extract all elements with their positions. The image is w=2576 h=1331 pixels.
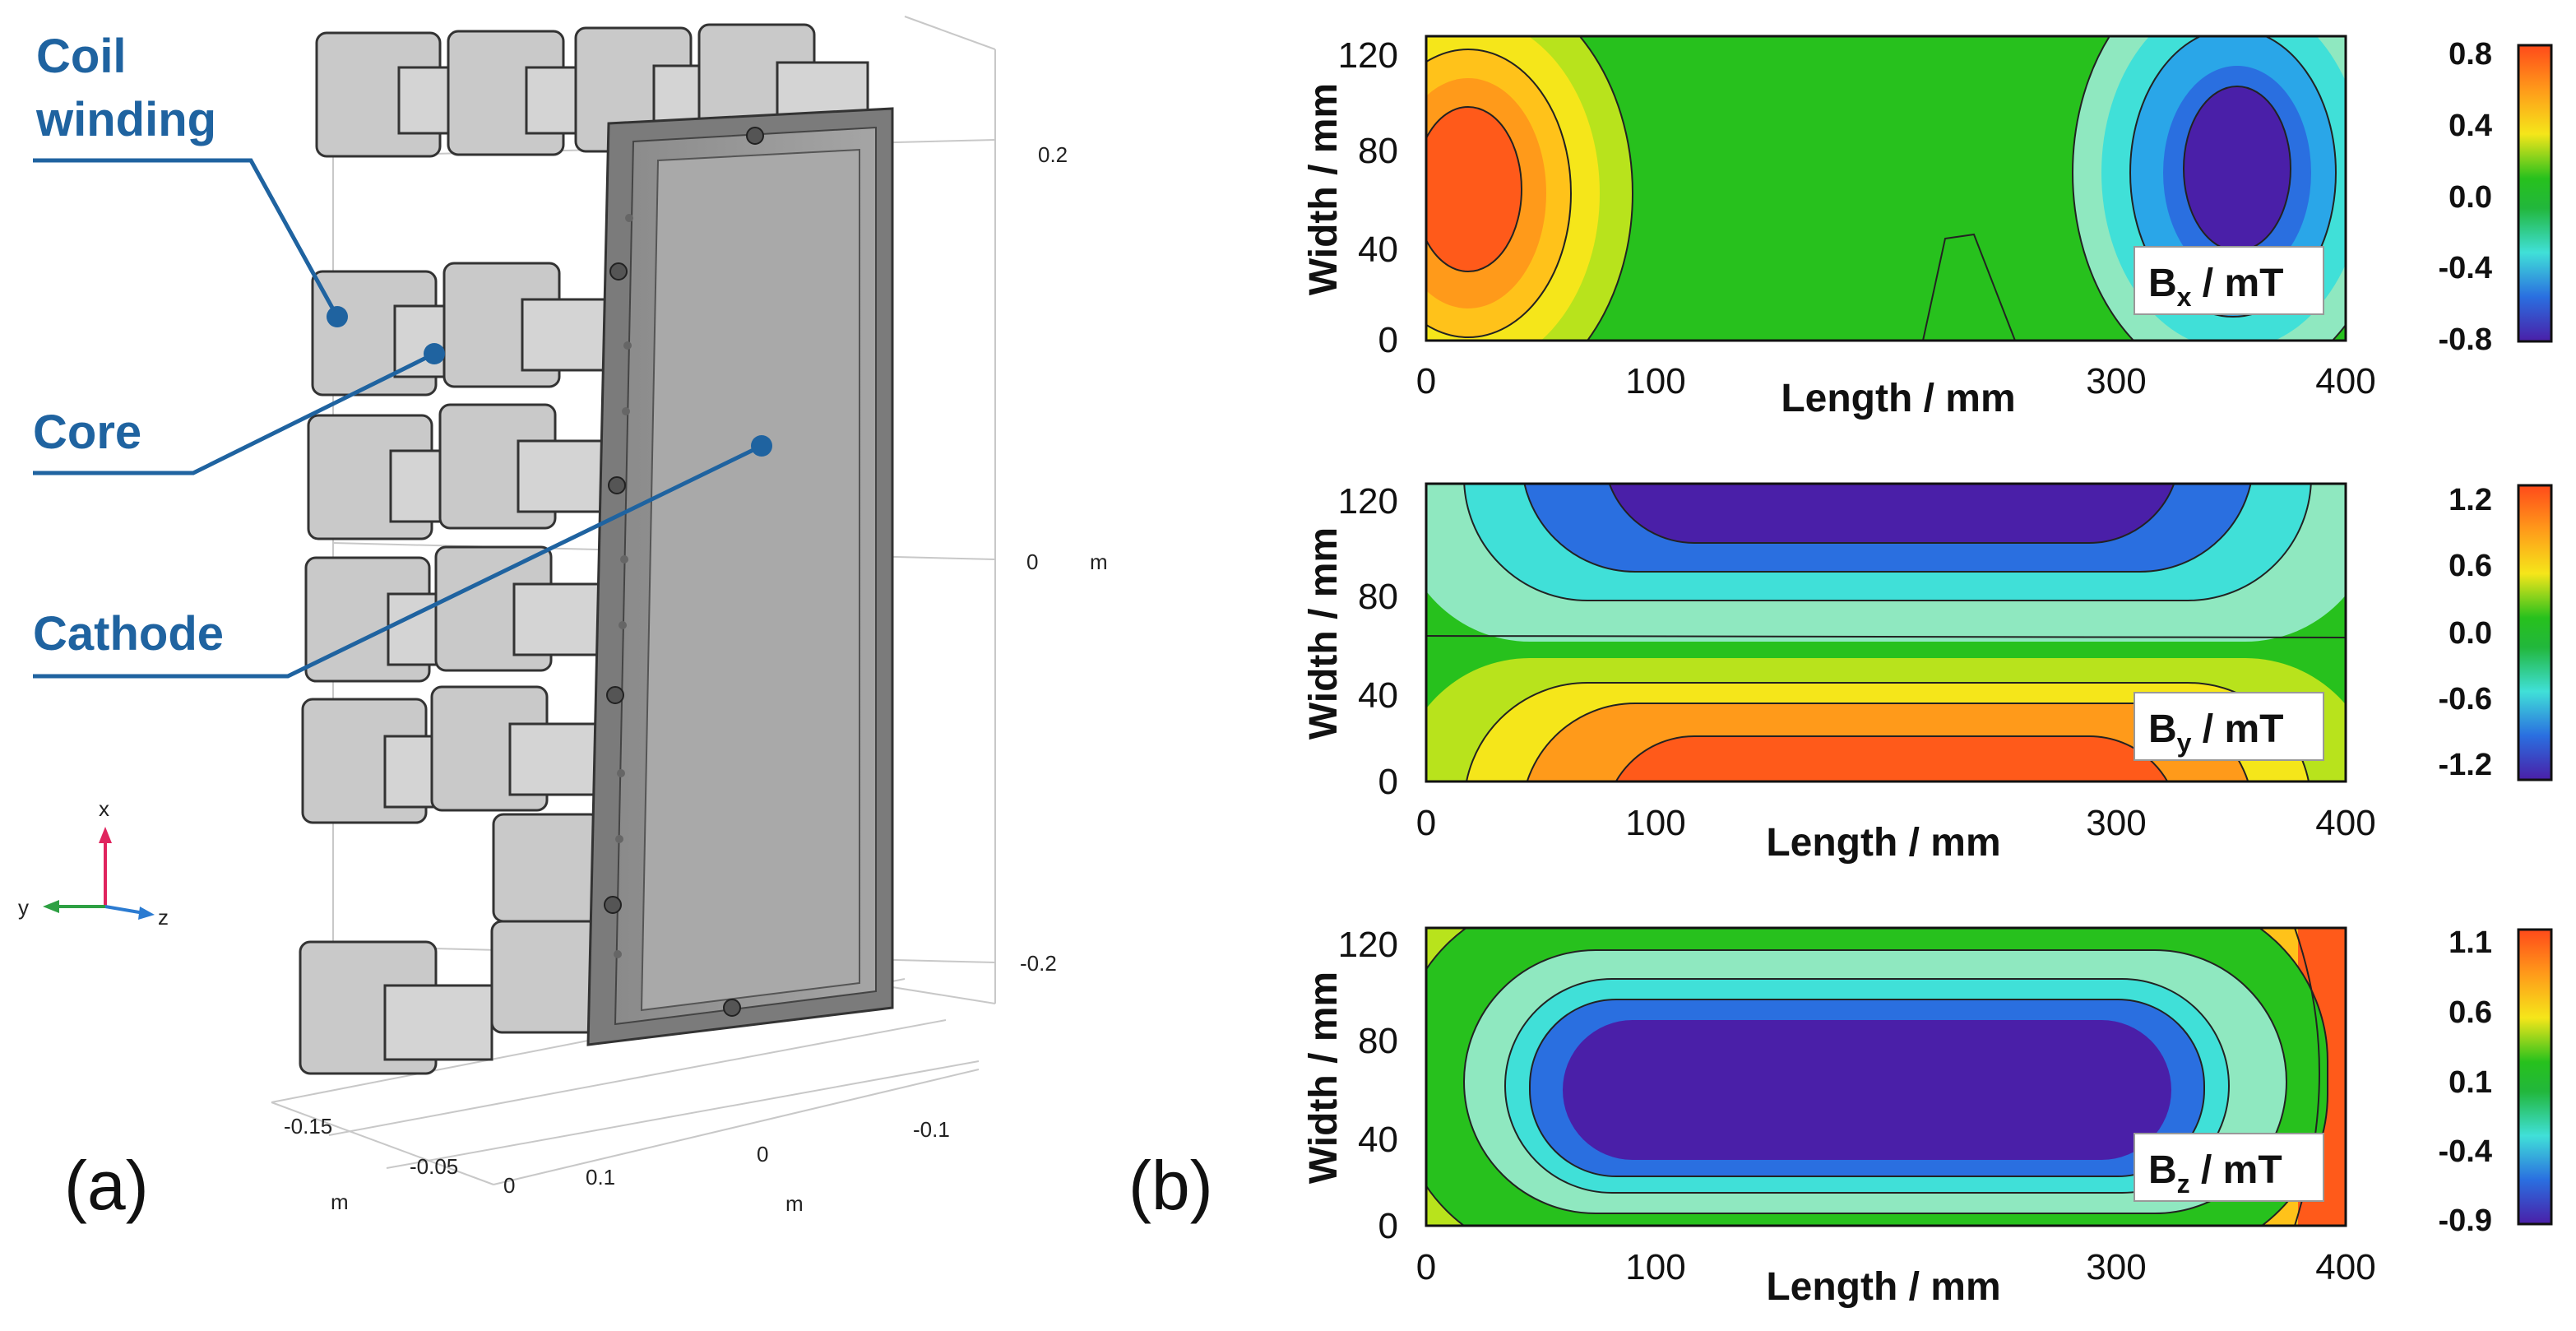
- x-tick: 300: [2086, 1247, 2146, 1287]
- callout-cathode-label: Cathode: [33, 607, 224, 661]
- plot-labels: 0 100 300 400 Length / mm 0 40 80 120 Wi…: [1302, 35, 2376, 1309]
- coil-row: [301, 685, 602, 824]
- colorbar-bz: 1.1 0.6 0.1 -0.4 -0.9: [2439, 925, 2553, 1238]
- axis-tick-back: 0: [757, 1142, 768, 1166]
- axis-triad-icon: x y z: [18, 796, 169, 930]
- panel-a-3d-model: Coil winding Core Cathode 0.2 0 m -0.2 -…: [18, 16, 1108, 1224]
- callout-coil-line2: winding: [35, 93, 216, 146]
- y-tick: 40: [1358, 675, 1398, 716]
- badge-main: B: [2148, 262, 2177, 305]
- badge-main: B: [2148, 1148, 2177, 1192]
- colorbar-tick: -0.9: [2439, 1203, 2492, 1238]
- contour-plot-bx: [1425, 35, 2347, 342]
- y-axis-label: Width / mm: [1302, 527, 1346, 740]
- y-tick: 120: [1338, 925, 1398, 965]
- callout-core-label: Core: [33, 406, 141, 459]
- badge-main: B: [2148, 707, 2177, 751]
- axis-tick-right: 0: [1026, 550, 1038, 574]
- colorbar-tick: 1.2: [2449, 483, 2492, 517]
- axis-tick-right: -0.2: [1020, 951, 1057, 976]
- coil-row: [304, 545, 606, 683]
- badge-sub: x: [2177, 282, 2192, 312]
- x-axis-label: Length / mm: [1766, 821, 2000, 865]
- x-tick: 100: [1625, 1247, 1685, 1287]
- x-tick: 300: [2086, 361, 2146, 401]
- coil-row: [307, 403, 610, 540]
- y-tick: 0: [1378, 320, 1398, 360]
- badge-unit: / mT: [2191, 707, 2283, 751]
- panel-label-a: (a): [64, 1147, 149, 1224]
- colorbar-tick: 0.8: [2449, 37, 2492, 72]
- x-axis-label: Length / mm: [1781, 377, 2015, 420]
- y-tick: 0: [1378, 1206, 1398, 1246]
- x-tick: 400: [2315, 803, 2375, 843]
- triad-y-label: y: [18, 895, 29, 920]
- axis-unit-front: m: [331, 1190, 349, 1214]
- callout-core: Core: [33, 343, 445, 475]
- y-tick: 40: [1358, 230, 1398, 270]
- badge-bz: Bz / mT: [2134, 1133, 2324, 1202]
- axis-unit-right: m: [1090, 550, 1108, 574]
- y-tick: 120: [1338, 481, 1398, 522]
- callout-cathode: Cathode: [33, 435, 772, 679]
- svg-text:By / mT: By / mT: [2148, 707, 2283, 758]
- colorbar-tick: 0.0: [2449, 616, 2492, 651]
- colorbar-tick: -0.4: [2439, 1134, 2492, 1169]
- triad-x-label: x: [99, 796, 109, 821]
- y-tick: 80: [1358, 577, 1398, 617]
- badge-sub: z: [2177, 1169, 2190, 1199]
- svg-text:Bz / mT: Bz / mT: [2148, 1148, 2282, 1199]
- y-tick: 0: [1378, 762, 1398, 802]
- x-tick: 0: [1416, 803, 1436, 843]
- y-axis-label: Width / mm: [1302, 972, 1346, 1184]
- badge-unit: / mT: [2191, 262, 2283, 305]
- badge-bx: Bx / mT: [2134, 246, 2324, 315]
- x-tick: 100: [1625, 361, 1685, 401]
- colorbar-tick: 0.4: [2449, 109, 2492, 143]
- badge-unit: / mT: [2190, 1148, 2282, 1192]
- badge-sub: y: [2177, 728, 2192, 758]
- colorbar-tick: 0.6: [2449, 549, 2492, 583]
- y-tick: 80: [1358, 1021, 1398, 1061]
- colorbar-tick: -0.4: [2439, 251, 2492, 285]
- axis-tick-front: 0.1: [586, 1165, 615, 1190]
- colorbar-tick: 1.1: [2449, 925, 2492, 960]
- colorbar-tick: 0.6: [2449, 995, 2492, 1030]
- colorbar-tick: -0.6: [2439, 682, 2492, 717]
- x-tick: 100: [1625, 803, 1685, 843]
- coil-row: [299, 813, 602, 1075]
- x-tick: 400: [2315, 1247, 2375, 1287]
- callout-coil-winding: Coil winding: [33, 30, 348, 327]
- contour-plot-bz: [1425, 926, 2347, 1227]
- axis-unit-back: m: [785, 1191, 804, 1216]
- y-tick: 80: [1358, 131, 1398, 171]
- axis-tick-back: -0.1: [913, 1117, 950, 1142]
- y-axis-label: Width / mm: [1302, 83, 1346, 295]
- colorbar-by: 1.2 0.6 0.0 -0.6 -1.2: [2439, 483, 2553, 782]
- triad-z-label: z: [158, 905, 169, 930]
- axis-tick-front: -0.05: [410, 1154, 458, 1179]
- colorbar-tick: 0.1: [2449, 1065, 2492, 1100]
- svg-text:Bx / mT: Bx / mT: [2148, 262, 2283, 312]
- y-tick: 120: [1338, 35, 1398, 76]
- colorbar-tick: -1.2: [2439, 748, 2492, 782]
- coil-row: [311, 262, 614, 397]
- cathode-plate: [586, 107, 894, 1046]
- axis-tick-front: 0: [503, 1173, 515, 1198]
- x-tick: 400: [2315, 361, 2375, 401]
- y-tick: 40: [1358, 1120, 1398, 1160]
- panel-label-b: (b): [1128, 1147, 1213, 1224]
- x-tick: 300: [2086, 803, 2146, 843]
- badge-by: By / mT: [2134, 692, 2324, 761]
- axis-tick-front: -0.15: [284, 1114, 332, 1139]
- axis-tick-right: 0.2: [1038, 142, 1068, 167]
- callout-coil-line1: Coil: [36, 30, 127, 83]
- colorbar-bx: 0.8 0.4 0.0 -0.4 -0.8: [2439, 37, 2553, 357]
- colorbar-tick: -0.8: [2439, 322, 2492, 357]
- x-tick: 0: [1416, 1247, 1436, 1287]
- x-tick: 0: [1416, 361, 1436, 401]
- x-axis-label: Length / mm: [1766, 1265, 2000, 1309]
- colorbar-tick: 0.0: [2449, 180, 2492, 215]
